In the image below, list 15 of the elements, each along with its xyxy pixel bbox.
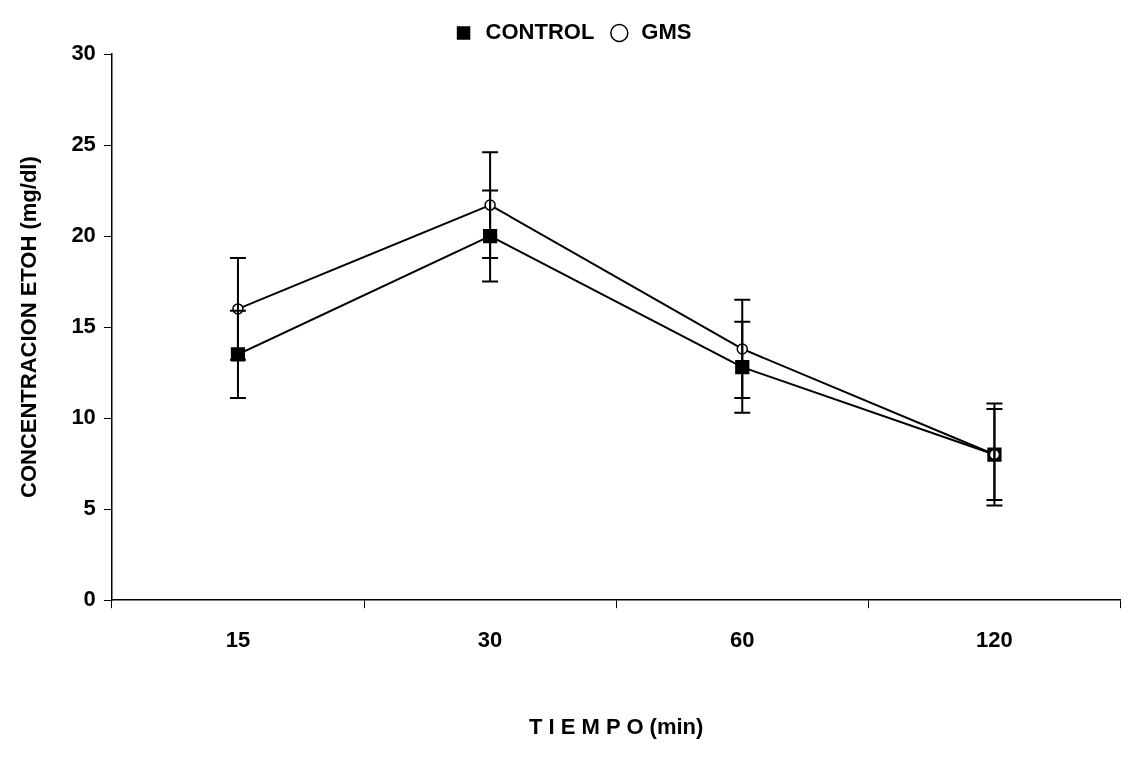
y-tick-label: 5 [83, 495, 96, 521]
legend-label: CONTROL [485, 19, 595, 45]
y-tick-label: 30 [71, 40, 96, 66]
y-tick-label: 25 [71, 131, 96, 157]
y-tick-label: 20 [71, 222, 96, 248]
y-tick-label: 15 [71, 313, 96, 339]
x-tick-label: 15 [225, 627, 251, 653]
x-tick-label: 120 [976, 627, 1013, 653]
y-tick-label: 10 [71, 404, 96, 430]
y-tick-label: 0 [83, 586, 96, 612]
legend-label: GMS [641, 19, 692, 45]
y-axis-title: CONCENTRACION ETOH (mg/dl) [16, 156, 42, 499]
x-tick-label: 60 [730, 627, 755, 653]
x-tick-label: 30 [477, 627, 503, 653]
x-axis-title: T I E M P O (min) [528, 713, 704, 739]
